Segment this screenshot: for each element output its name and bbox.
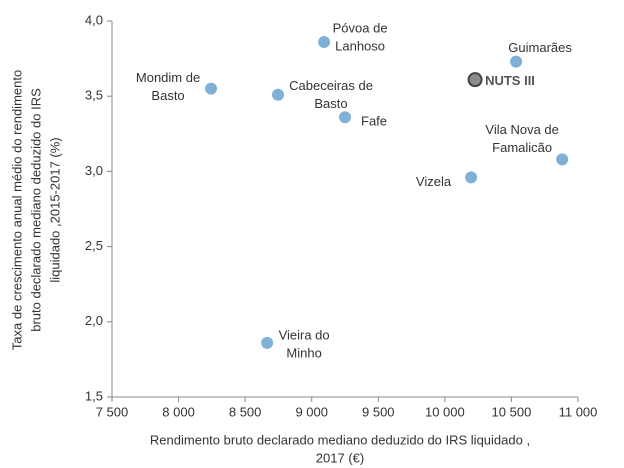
point <box>467 72 483 88</box>
x-tick-label: 11 000 <box>559 404 598 419</box>
y-tick-label: 1,5 <box>85 388 103 403</box>
y-tick-label: 3,0 <box>85 163 103 178</box>
point-label: Mondim de <box>136 70 200 85</box>
y-tick-label: 2,5 <box>85 238 103 253</box>
point <box>261 336 274 349</box>
x-axis-title: 2017 (€) <box>316 450 364 465</box>
point-label: Fafe <box>361 114 387 129</box>
point-label: Cabeceiras de <box>289 78 373 93</box>
point-label: Famalicão <box>492 140 552 155</box>
x-tick-label: 8 500 <box>229 404 262 419</box>
point <box>556 153 569 166</box>
y-tick-label: 3,5 <box>85 88 103 103</box>
x-axis-title: Rendimento bruto declarado mediano deduz… <box>150 432 530 447</box>
point <box>272 88 285 101</box>
point-label: Basto <box>314 96 347 111</box>
x-tick-label: 7 500 <box>96 404 129 419</box>
point <box>465 171 478 184</box>
point-label: NUTS III <box>485 73 535 88</box>
point-label: Vizela <box>416 174 452 189</box>
x-tick-label: 9 500 <box>362 404 395 419</box>
point-label: Vieira do <box>279 327 330 342</box>
point <box>205 82 218 95</box>
y-axis-title: bruto declarado mediano deduzido do IRS <box>28 88 43 332</box>
x-tick-label: 10 500 <box>492 404 532 419</box>
y-axis-title: liquidado ,2015-2017 (%) <box>47 137 62 282</box>
point-label: Vila Nova de <box>485 122 558 137</box>
point <box>318 36 331 49</box>
x-tick-label: 8 000 <box>162 404 195 419</box>
point-label: Guimarães <box>508 40 572 55</box>
point-label: Basto <box>151 88 184 103</box>
point-label: Lanhoso <box>335 38 385 53</box>
x-tick-label: 9 000 <box>295 404 328 419</box>
y-tick-label: 4,0 <box>85 12 103 27</box>
point-label: Póvoa de <box>333 20 388 35</box>
point <box>339 111 351 124</box>
x-tick-label: 10 000 <box>425 404 465 419</box>
y-tick-label: 2,0 <box>85 313 103 328</box>
point <box>510 55 523 68</box>
y-axis-title: Taxa de crescimento anual médio do rendi… <box>9 70 24 350</box>
point-label: Minho <box>286 345 321 360</box>
